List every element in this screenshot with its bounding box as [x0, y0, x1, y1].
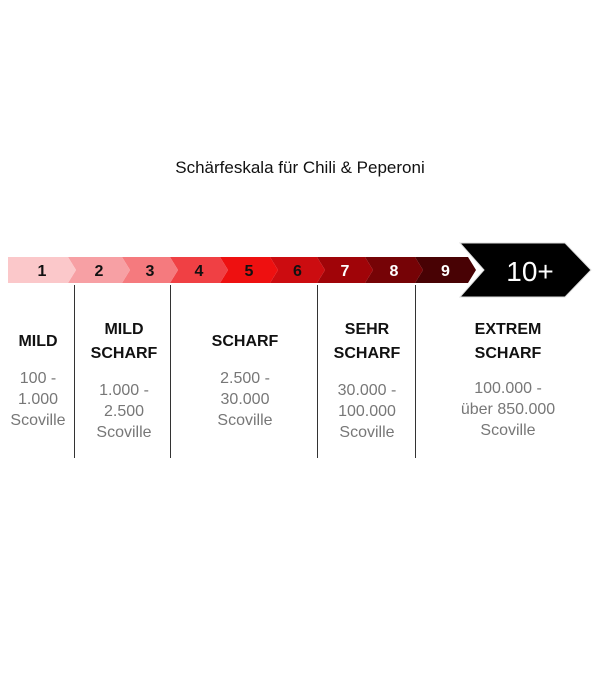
- category-extrem-scharf: EXTREM SCHARF 100.000 - über 850.000 Scovil…: [416, 318, 600, 441]
- scale-label-1: 1: [38, 263, 47, 280]
- divider: [317, 285, 318, 458]
- scale-label-8: 8: [390, 263, 399, 280]
- scale-label-10-plus: 10+: [506, 256, 554, 287]
- category-scharf: SCHARF 2.500 -30.000 Scoville: [172, 330, 318, 431]
- scoville-range: 30.000 -100.000 Scoville: [337, 382, 397, 441]
- level-label: EXTREM SCHARF: [474, 321, 542, 362]
- category-mild-scharf: MILD SCHARF 1.000 -2.500 Scoville: [76, 318, 172, 443]
- scale-segment-6: [270, 257, 325, 283]
- scale-segment-10-plus: [458, 242, 592, 298]
- scoville-range: 100.000 - über 850.000 Scoville: [460, 380, 556, 439]
- level-label: MILD: [18, 333, 58, 350]
- page-title: Schärfeskala für Chili & Peperoni: [175, 158, 425, 177]
- scale-segment-5: [220, 257, 278, 283]
- level-label: MILD SCHARF: [90, 321, 158, 362]
- scale-label-3: 3: [146, 263, 155, 280]
- divider: [74, 285, 75, 458]
- scoville-range: 100 -1.000 Scoville: [10, 370, 66, 429]
- scale-segment-9: [415, 257, 476, 283]
- divider: [415, 285, 416, 458]
- category-mild: MILD 100 -1.000 Scoville: [0, 330, 76, 431]
- scoville-range: 2.500 -30.000 Scoville: [217, 370, 273, 429]
- scale-label-7: 7: [341, 263, 350, 280]
- scoville-range: 1.000 -2.500 Scoville: [96, 382, 152, 441]
- scale-segment-4: [170, 257, 228, 283]
- level-label: SCHARF: [211, 333, 279, 350]
- scale-segment-2: [68, 257, 130, 283]
- category-sehr-scharf: SEHR SCHARF 30.000 -100.000 Scoville: [318, 318, 416, 443]
- heat-scale-arrow: 1 2 3 4 5 6 7 8 9 10+: [8, 242, 592, 298]
- level-label: SEHR SCHARF: [333, 321, 401, 362]
- scale-label-4: 4: [195, 263, 204, 280]
- divider: [170, 285, 171, 458]
- scale-segment-8: [365, 257, 423, 283]
- scale-segment-1: [8, 257, 76, 283]
- scale-label-6: 6: [293, 263, 302, 280]
- scale-segment-7: [317, 257, 373, 283]
- scale-segment-3: [122, 257, 178, 283]
- scale-label-5: 5: [245, 263, 254, 280]
- scale-label-9: 9: [441, 263, 450, 280]
- scale-label-2: 2: [95, 263, 104, 280]
